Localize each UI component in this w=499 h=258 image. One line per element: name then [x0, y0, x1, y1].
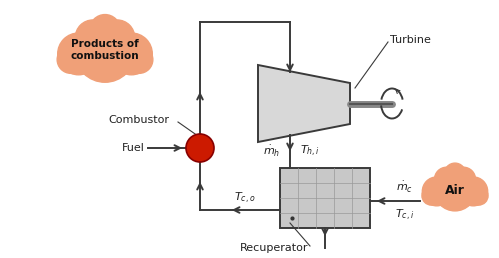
Circle shape: [88, 47, 121, 80]
Text: $T_{c,o}$: $T_{c,o}$: [234, 190, 255, 206]
Text: Air: Air: [445, 183, 465, 197]
Text: Turbine: Turbine: [390, 35, 431, 45]
Circle shape: [422, 177, 451, 206]
Circle shape: [469, 186, 488, 205]
Text: Recuperator: Recuperator: [240, 243, 308, 253]
Circle shape: [75, 20, 110, 55]
Text: Combustor: Combustor: [108, 115, 169, 125]
Text: Products of
combustion: Products of combustion: [71, 39, 139, 61]
Circle shape: [434, 169, 476, 211]
Bar: [280, 168, 370, 228]
Circle shape: [459, 177, 488, 206]
Circle shape: [57, 46, 85, 73]
Text: $T_{h,i}$: $T_{h,i}$: [300, 144, 320, 159]
Circle shape: [90, 14, 120, 45]
Text: $T_{c,i}$: $T_{c,i}$: [395, 207, 415, 223]
Circle shape: [451, 167, 476, 191]
Circle shape: [99, 20, 135, 55]
Circle shape: [75, 22, 135, 82]
Circle shape: [422, 186, 441, 205]
Circle shape: [125, 46, 153, 73]
Polygon shape: [258, 65, 350, 142]
Circle shape: [444, 187, 467, 210]
Circle shape: [445, 163, 466, 184]
Text: $\dot{m}_h$: $\dot{m}_h$: [262, 144, 280, 159]
Circle shape: [435, 167, 459, 191]
Circle shape: [186, 134, 214, 162]
Circle shape: [110, 33, 152, 75]
Circle shape: [58, 33, 99, 75]
Text: $\dot{m}_c$: $\dot{m}_c$: [396, 180, 414, 195]
Text: Fuel: Fuel: [122, 143, 145, 153]
